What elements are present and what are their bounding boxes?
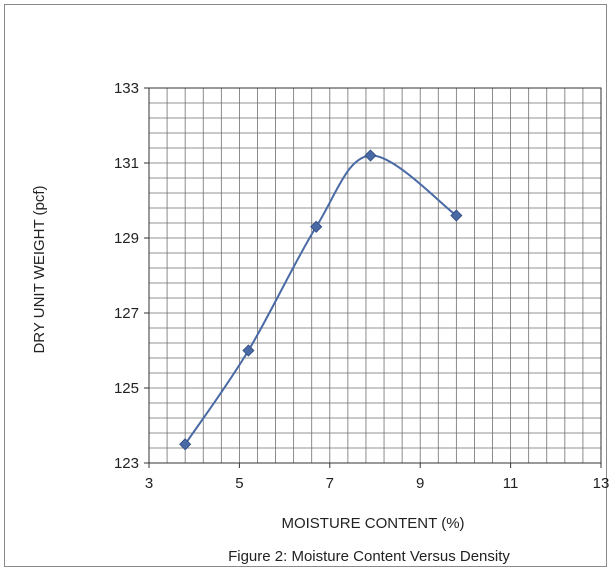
y-axis-title: DRY UNIT WEIGHT (pcf) xyxy=(31,185,48,353)
series-line xyxy=(184,154,457,445)
x-tick-label: 5 xyxy=(235,475,243,492)
y-tick-label: 127 xyxy=(114,305,139,322)
y-tick-label: 125 xyxy=(114,380,139,397)
x-axis-title: MOISTURE CONTENT (%) xyxy=(281,515,464,532)
data-point xyxy=(179,438,192,451)
grid xyxy=(149,88,601,463)
data-point xyxy=(364,149,377,162)
data-point xyxy=(450,209,463,222)
y-tick-label: 133 xyxy=(114,80,139,97)
x-tick-label: 7 xyxy=(326,475,334,492)
x-tick-label: 13 xyxy=(593,475,610,492)
x-tick-label: 11 xyxy=(503,475,519,492)
data-points xyxy=(179,149,463,451)
x-tick-label: 3 xyxy=(145,475,153,492)
data-point xyxy=(242,344,255,357)
x-tick-label: 9 xyxy=(416,475,424,492)
y-tick-label: 131 xyxy=(114,155,139,172)
y-tick-label: 123 xyxy=(114,455,139,472)
figure-caption: Figure 2: Moisture Content Versus Densit… xyxy=(228,548,510,565)
plot-border xyxy=(148,87,602,464)
chart-frame xyxy=(4,4,607,567)
y-tick-label: 129 xyxy=(114,230,139,247)
y-axis: 123 125 127 129 131 133 xyxy=(114,80,149,472)
x-axis: 3 5 7 9 11 13 xyxy=(145,463,610,492)
data-point xyxy=(310,220,323,233)
